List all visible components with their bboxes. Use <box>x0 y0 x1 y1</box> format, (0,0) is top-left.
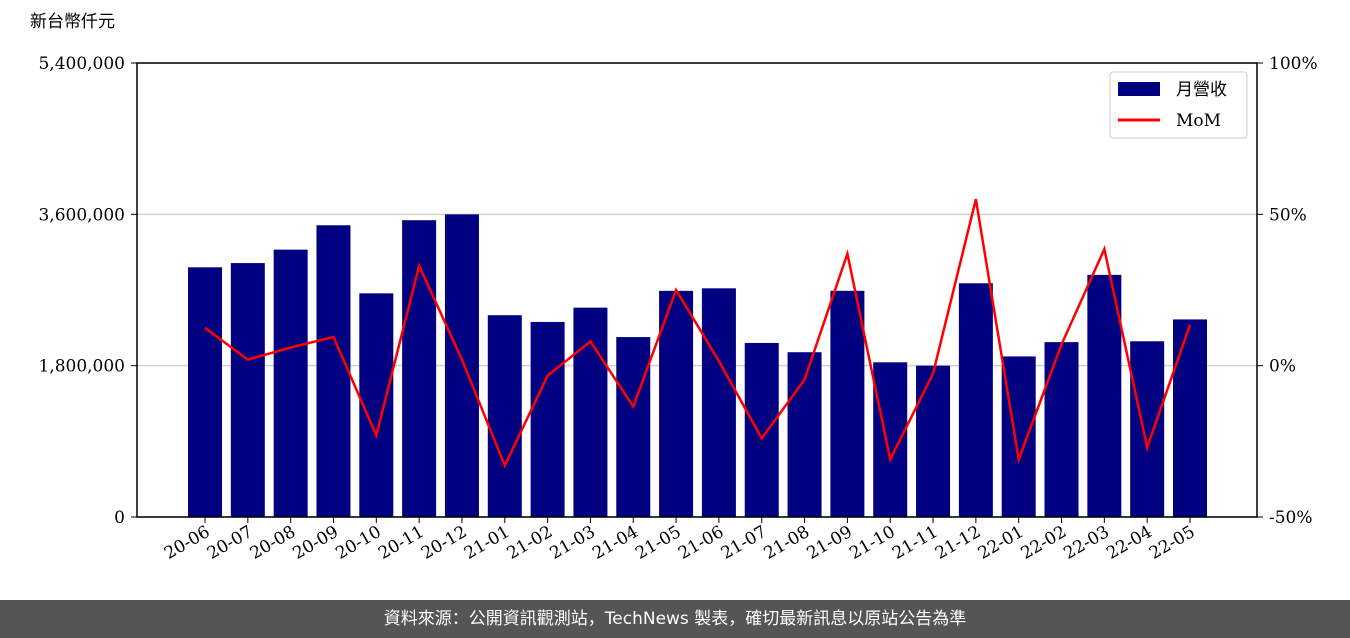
bar <box>188 267 222 517</box>
x-tick-label: 21-03 <box>546 522 598 564</box>
x-tick-label: 20-11 <box>375 522 427 564</box>
x-tick-label: 21-02 <box>504 522 556 564</box>
x-tick-label: 21-10 <box>846 522 898 564</box>
y2-tick-label: 100% <box>1269 54 1318 74</box>
plot-frame <box>136 62 1258 518</box>
bar <box>916 365 951 517</box>
legend-label: 月營收 <box>1176 80 1227 100</box>
y-tick-label: 1,800,000 <box>38 357 125 377</box>
x-tick-label: 21-06 <box>675 522 727 564</box>
y2-tick-label: -50% <box>1269 508 1313 528</box>
bar <box>273 249 308 517</box>
line <box>204 198 1192 469</box>
x-tick-label: 20-07 <box>204 522 256 564</box>
bar <box>359 293 394 517</box>
x-tick-label: 21-12 <box>932 522 984 564</box>
bar <box>1173 319 1207 517</box>
x-tick-label: 22-03 <box>1060 522 1112 564</box>
y-tick-label: 5,400,000 <box>38 54 125 74</box>
x-tick-label: 21-08 <box>761 522 813 564</box>
x-tick-label: 21-04 <box>589 522 641 564</box>
bar <box>1044 342 1079 517</box>
legend-label: MoM <box>1176 111 1221 131</box>
bar <box>830 290 865 517</box>
bar <box>316 225 351 517</box>
x-tick-label: 20-08 <box>247 522 299 564</box>
x-tick-label: 21-01 <box>461 522 513 564</box>
y2-tick-label: 50% <box>1269 205 1307 225</box>
x-tick-label: 22-01 <box>975 522 1027 564</box>
bar <box>958 283 993 517</box>
x-tick-label: 22-02 <box>1018 522 1070 564</box>
bar <box>616 337 651 517</box>
legend-swatch <box>1118 82 1160 96</box>
bar <box>573 307 608 517</box>
bar <box>701 288 736 517</box>
y2-tick-label: 0% <box>1269 357 1296 377</box>
x-tick-label: 21-09 <box>803 522 855 564</box>
y-tick-label: 3,600,000 <box>38 205 125 225</box>
x-tick-label: 21-05 <box>632 522 684 564</box>
x-tick-label: 22-04 <box>1103 522 1155 564</box>
bar <box>659 290 694 517</box>
y-axis-label: 新台幣仟元 <box>30 12 115 32</box>
bar <box>444 214 479 518</box>
chart: 新台幣仟元 0 1,800,000 3,600,000 5,400,000 -50% 0%… <box>30 12 1318 564</box>
bar <box>1087 274 1122 517</box>
x-tick-label: 22-05 <box>1146 522 1198 564</box>
bar <box>230 263 265 517</box>
x-tick-label: 20-09 <box>290 522 342 564</box>
bar <box>487 315 522 517</box>
x-tick-label: 20-06 <box>161 522 213 564</box>
footer: 資料來源：公開資訊觀測站，TechNews 製表，確切最新訊息以原站公告為準 <box>0 600 1350 638</box>
x-tick-label: 21-11 <box>889 522 941 564</box>
y-tick-label: 0 <box>114 508 125 528</box>
bar <box>744 342 779 517</box>
x-tick-label: 20-10 <box>332 522 384 564</box>
bar <box>873 362 908 517</box>
x-tick-label: 21-07 <box>718 522 770 564</box>
legend: 月營收 MoM <box>1109 71 1248 139</box>
bar <box>1130 341 1165 517</box>
x-tick-label: 20-12 <box>418 522 470 564</box>
bar <box>530 321 565 517</box>
